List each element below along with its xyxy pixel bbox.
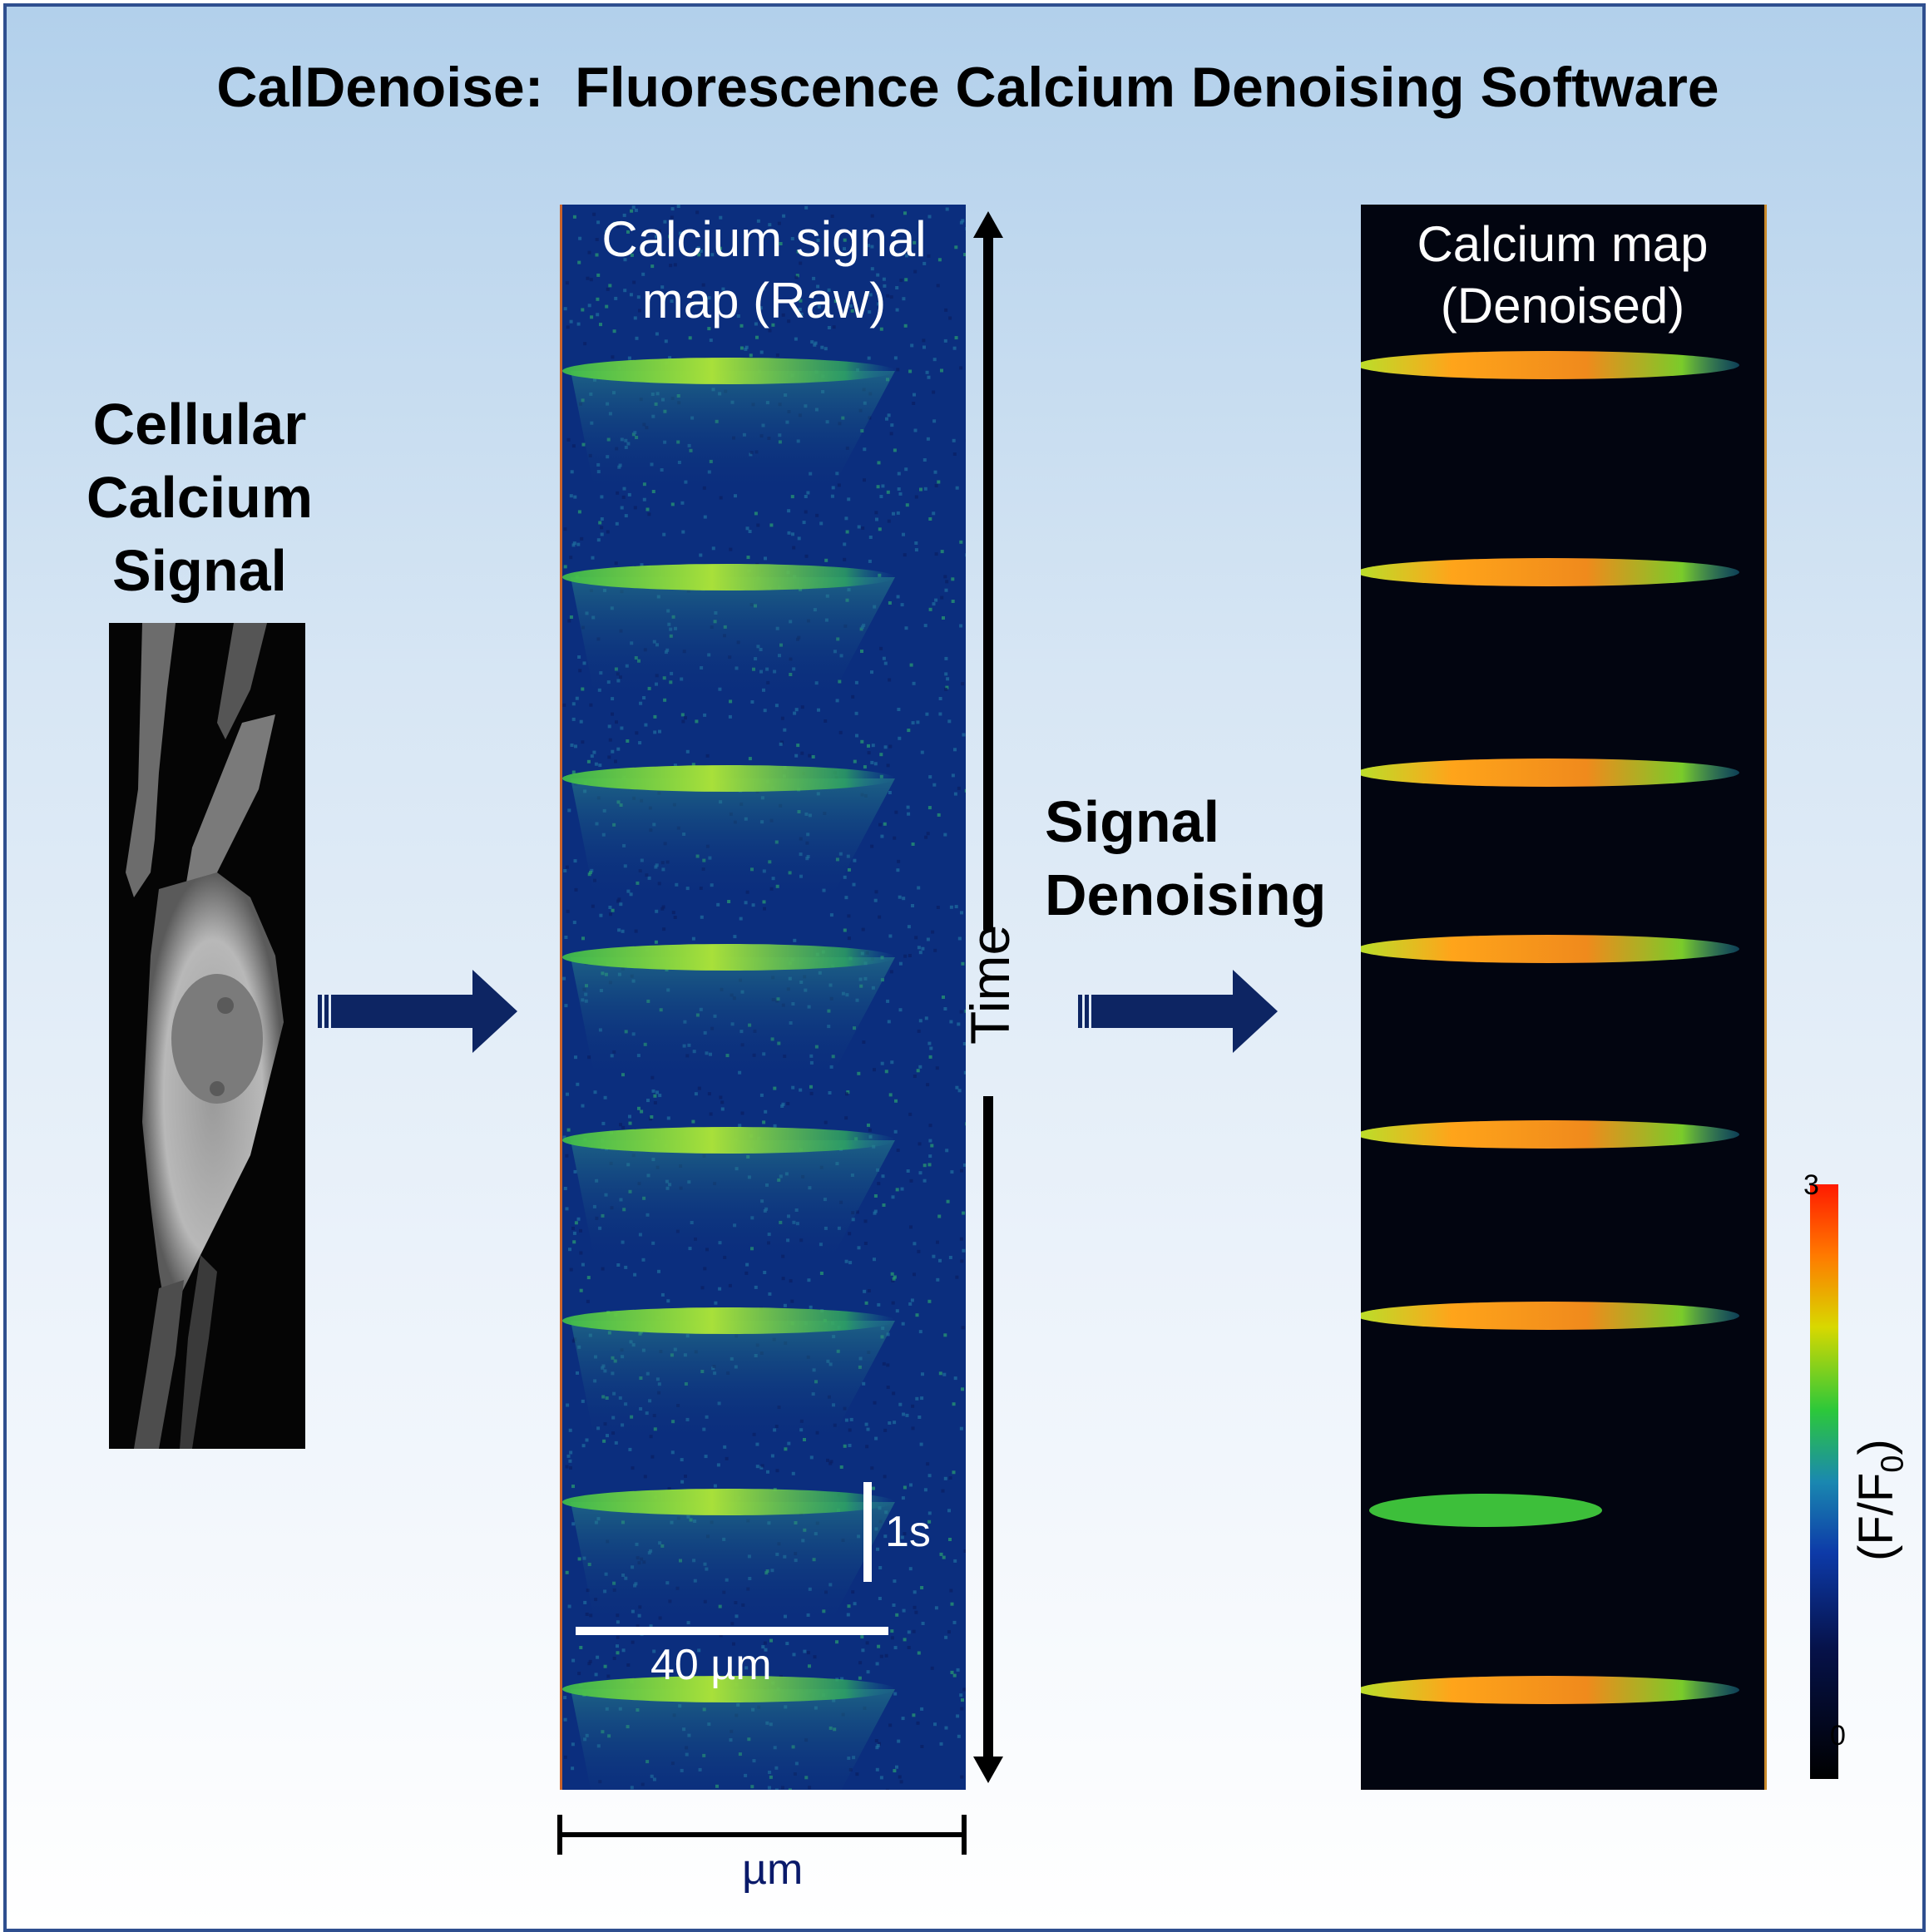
denoised-map-title-2: (Denoised): [1440, 278, 1685, 334]
um-axis-label: µm: [742, 1846, 804, 1894]
cell-micrograph: [109, 623, 305, 1449]
um-bracket: [557, 1815, 967, 1855]
space-scale-bar: [576, 1627, 888, 1635]
time-scale-label: 1s: [885, 1508, 931, 1556]
label-line-3: Signal: [111, 538, 288, 603]
time-axis-label: Time: [959, 924, 1021, 1045]
figure-frame: CalDenoise: Fluorescence Calcium Denoisi…: [3, 3, 1926, 1932]
cellular-calcium-label: Cellular Calcium Signal: [58, 388, 341, 607]
process-line-2: Denoising: [1045, 862, 1327, 927]
unit-close: ): [1849, 1439, 1903, 1455]
raw-calcium-map: Calcium signal map (Raw) 1s 40 µm: [560, 205, 966, 1790]
denoised-map-title-1: Calcium map: [1417, 216, 1709, 272]
signal-denoising-label: Signal Denoising: [1045, 785, 1326, 931]
time-scale-bar: [863, 1482, 872, 1582]
denoised-map-image: [1361, 351, 1739, 1704]
time-double-arrow-icon: [973, 211, 1003, 1783]
figure-title: CalDenoise: Fluorescence Calcium Denoisi…: [216, 56, 1719, 119]
colorbar-min-label: 0: [1830, 1720, 1846, 1752]
raw-map-title-2: map (Raw): [641, 273, 887, 329]
arrow-right-icon: [318, 970, 517, 1053]
unit-text: (F/F: [1849, 1472, 1903, 1561]
process-line-1: Signal: [1045, 789, 1220, 854]
raw-map-title-1: Calcium signal: [601, 211, 927, 267]
colorbar-max-label: 3: [1803, 1169, 1819, 1201]
unit-subscript: 0: [1875, 1455, 1911, 1473]
denoised-calcium-map: Calcium map (Denoised): [1361, 205, 1767, 1790]
colorbar-unit-label: (F/F0): [1847, 1395, 1911, 1561]
raw-map-image: [562, 205, 966, 1790]
label-line-1: Cellular: [92, 392, 307, 457]
colorbar: [1810, 1184, 1838, 1779]
arrow-right-icon-2: [1078, 970, 1278, 1053]
label-line-2: Calcium: [86, 465, 314, 530]
space-scale-label: 40 µm: [650, 1641, 772, 1689]
